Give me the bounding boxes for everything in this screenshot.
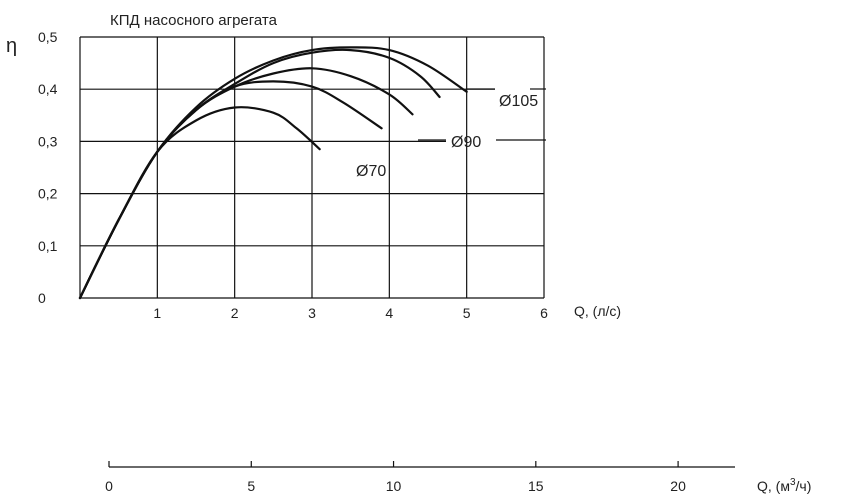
y-axis-label: η xyxy=(6,35,17,57)
x-tick-3: 3 xyxy=(308,305,316,321)
x-tick-1: 1 xyxy=(153,305,161,321)
y-tick-2: 0,2 xyxy=(38,186,58,202)
chart-title: КПД насосного агрегата xyxy=(110,12,278,29)
secondary-tick-10: 10 xyxy=(386,478,402,494)
secondary-axis-label: Q, (м3/ч) xyxy=(757,477,811,494)
secondary-tick-20: 20 xyxy=(670,478,686,494)
efficiency-curve-1 xyxy=(78,106,321,300)
x-tick-4: 4 xyxy=(385,305,393,321)
efficiency-curve-2 xyxy=(78,80,383,300)
grid-lines xyxy=(79,36,545,299)
x-tick-labels: 1 2 3 4 5 6 xyxy=(153,305,548,321)
efficiency-curve-3 xyxy=(78,67,414,300)
y-tick-4: 0,4 xyxy=(38,81,58,97)
curve-label-d105: Ø105 xyxy=(499,93,538,110)
x-tick-5: 5 xyxy=(463,305,471,321)
curve-label-d70: Ø70 xyxy=(356,163,386,180)
curve-label-d90: Ø90 xyxy=(451,134,481,151)
efficiency-curves xyxy=(78,46,468,300)
y-tick-1: 0,1 xyxy=(38,238,58,254)
efficiency-curve-5 xyxy=(78,46,468,300)
y-tick-labels: 0 0,1 0,2 0,3 0,4 0,5 xyxy=(38,29,58,306)
secondary-tick-5: 5 xyxy=(247,478,255,494)
secondary-axis: 0 5 10 15 20 xyxy=(105,461,735,494)
x-axis-label: Q, (л/с) xyxy=(574,303,621,319)
y-tick-5: 0,5 xyxy=(38,29,58,45)
y-tick-3: 0,3 xyxy=(38,133,58,149)
y-tick-0: 0 xyxy=(38,290,46,306)
x-tick-6: 6 xyxy=(540,305,548,321)
secondary-tick-0: 0 xyxy=(105,478,113,494)
x-tick-2: 2 xyxy=(231,305,239,321)
secondary-tick-15: 15 xyxy=(528,478,544,494)
